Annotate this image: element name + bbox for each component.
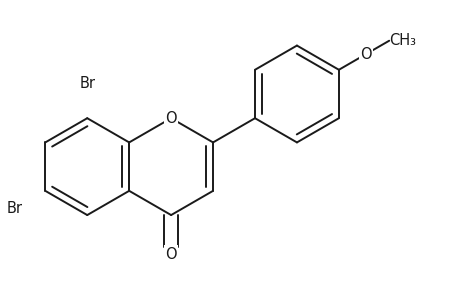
Text: CH₃: CH₃ (388, 33, 415, 48)
Text: O: O (165, 111, 177, 126)
Text: O: O (359, 46, 371, 62)
Text: Br: Br (7, 201, 23, 216)
Text: O: O (165, 247, 177, 262)
Text: Br: Br (79, 76, 95, 91)
